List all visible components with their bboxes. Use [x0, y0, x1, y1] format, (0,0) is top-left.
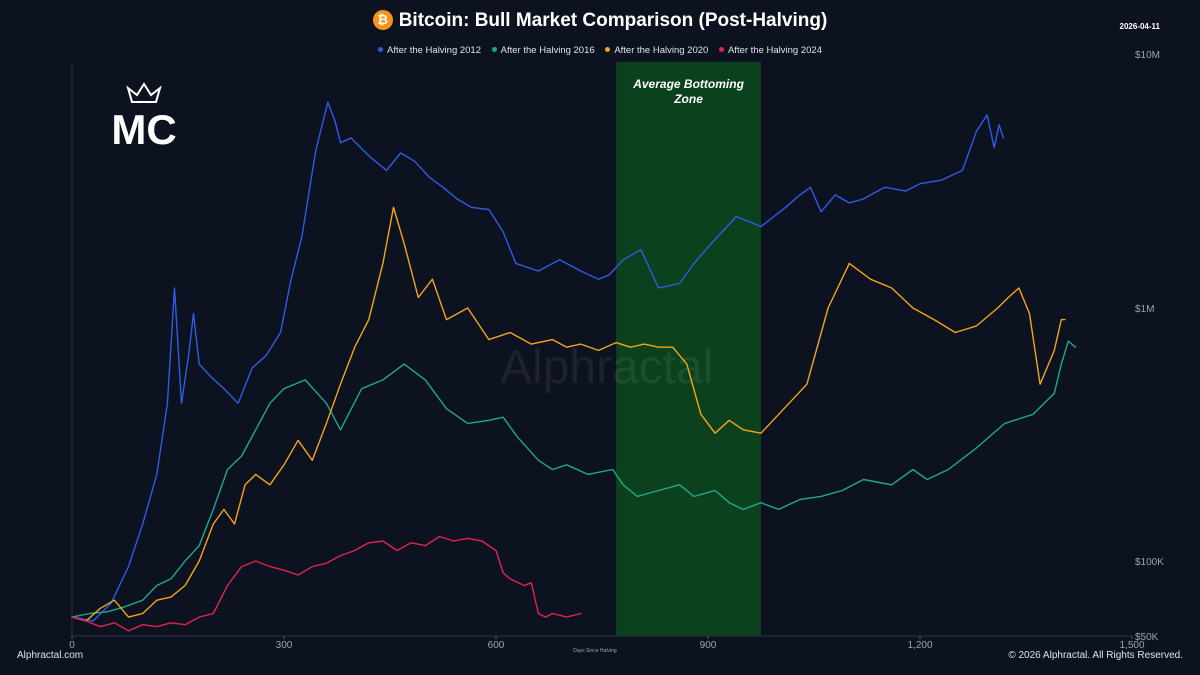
- legend-label-2012: After the Halving 2012: [387, 45, 482, 56]
- bottoming-zone-label-line1: Average Bottoming: [632, 77, 744, 91]
- x-tick-label: 1,500: [1119, 640, 1144, 651]
- chart-date: 2026-04-11: [1119, 22, 1160, 31]
- legend-dot-2016: [491, 47, 497, 52]
- legend-item-2020[interactable]: After the Halving 2020: [605, 45, 708, 56]
- chart-legend: After the Halving 2012 After the Halving…: [0, 45, 1200, 56]
- x-tick-label: 900: [700, 640, 717, 651]
- footer-copyright: © 2026 Alphractal. All Rights Reserved.: [1008, 650, 1183, 661]
- y-tick-label: $50K: [1135, 632, 1159, 643]
- watermark-text: Alphractal: [500, 341, 713, 394]
- bitcoin-icon: ₿: [372, 10, 393, 30]
- series-layer: [71, 101, 1077, 632]
- legend-item-2016[interactable]: After the Halving 2016: [491, 45, 595, 56]
- axis-layer: 0 300 600 900 1,200 1,500$50K $100K $1M $10M: [69, 50, 1164, 651]
- series-line-2016: [71, 340, 1077, 618]
- legend-label-2020: After the Halving 2020: [614, 45, 709, 56]
- chart-title: ₿ Bitcoin: Bull Market Comparison (Post-H…: [0, 10, 1200, 32]
- crown-icon: [126, 82, 162, 103]
- logo-letters: MC: [111, 106, 176, 153]
- bottoming-zone-layer: Average Bottoming Zone: [616, 62, 761, 636]
- bottoming-zone-label-line2: Zone: [673, 92, 703, 106]
- mc-crown-logo: MC: [111, 82, 177, 153]
- bottoming-zone-band: [616, 62, 761, 636]
- x-tick-label: 1,200: [907, 640, 932, 651]
- title-text: Bitcoin: Bull Market Comparison (Post-Ha…: [398, 10, 828, 31]
- series-line-2020: [71, 206, 1066, 622]
- x-tick-label: 600: [488, 640, 505, 651]
- legend-dot-2012: [378, 47, 383, 52]
- series-line-2024: [71, 535, 582, 632]
- legend-item-2024[interactable]: After the Halving 2024: [718, 45, 822, 56]
- footer-site[interactable]: Alphractal.com: [17, 650, 84, 661]
- y-tick-label: $100K: [1135, 557, 1164, 568]
- x-axis-label: Days Since Halving: [573, 648, 617, 654]
- x-tick-label: 0: [69, 640, 75, 651]
- legend-label-2016: After the Halving 2016: [500, 45, 595, 56]
- y-tick-label: $1M: [1135, 304, 1154, 315]
- legend-dot-2024: [718, 47, 724, 52]
- legend-label-2024: After the Halving 2024: [727, 45, 822, 56]
- legend-dot-2020: [605, 47, 611, 52]
- y-tick-label: $10M: [1135, 50, 1160, 61]
- legend-item-2012[interactable]: After the Halving 2012: [378, 45, 481, 56]
- x-tick-label: 300: [276, 640, 293, 651]
- series-line-2012: [71, 101, 1005, 622]
